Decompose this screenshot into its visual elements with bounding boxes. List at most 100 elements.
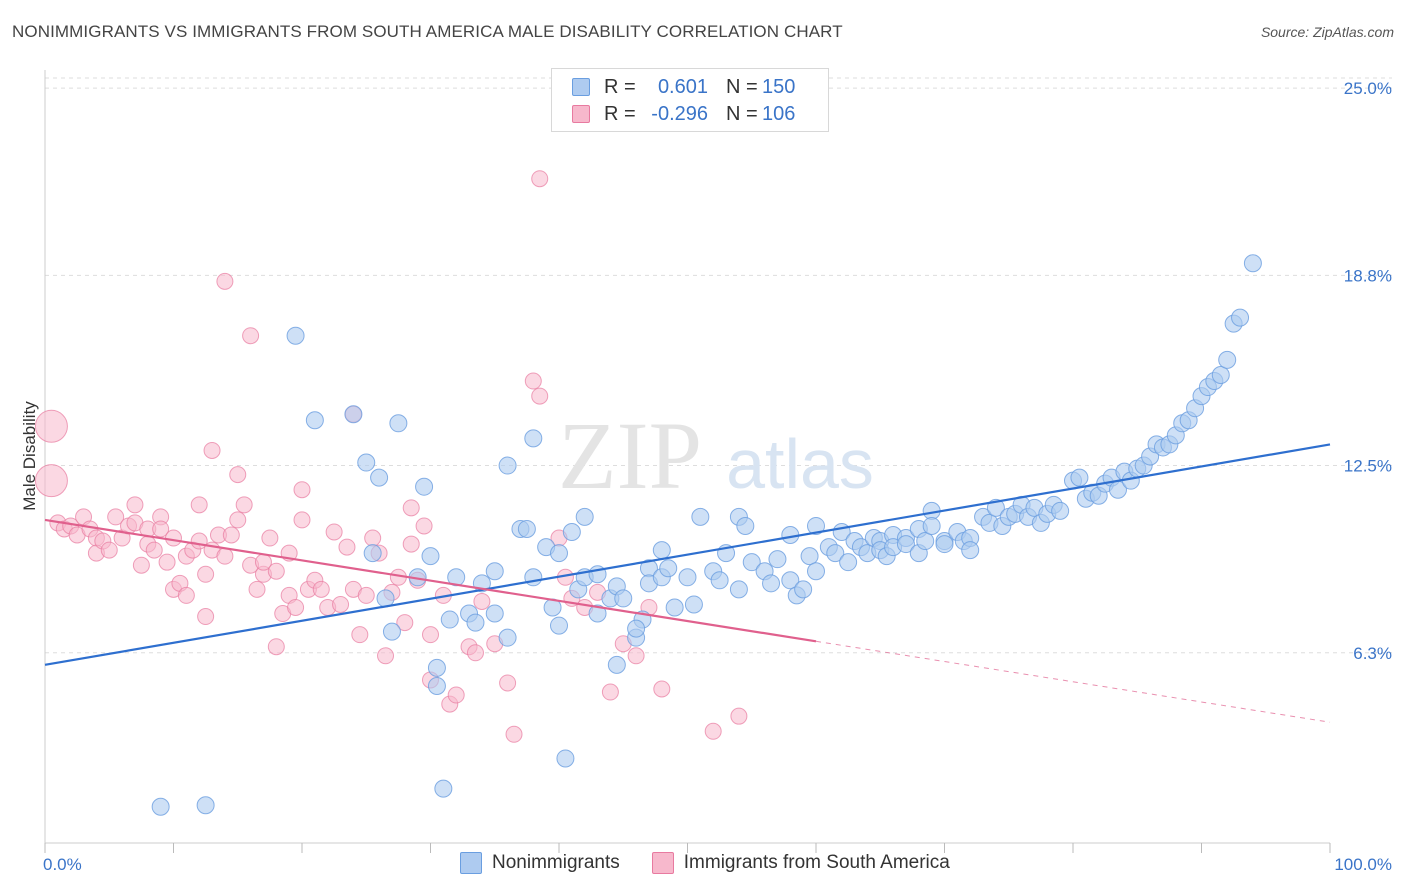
data-point-nonimmigrants [742,553,761,572]
data-point-nonimmigrants [961,541,980,560]
data-point-immigrants [216,272,234,290]
y-tick-label: 18.8% [1344,266,1392,285]
data-point-nonimmigrants [736,516,755,535]
data-point-nonimmigrants [286,326,305,345]
data-point-nonimmigrants [922,516,941,535]
data-point-immigrants [338,538,356,556]
chart-title: NONIMMIGRANTS VS IMMIGRANTS FROM SOUTH A… [12,22,843,41]
legend-n-label: N = [726,102,758,125]
data-point-nonimmigrants [896,535,915,554]
data-point-immigrants [216,547,234,565]
immigrants-points [34,170,748,743]
data-point-immigrants [473,592,491,610]
data-point-nonimmigrants [389,414,408,433]
data-point-immigrants [653,680,671,698]
legend-r-label: R = [604,75,636,98]
data-point-nonimmigrants [498,628,517,647]
data-point-nonimmigrants [550,544,568,563]
data-point-immigrants [267,562,285,580]
data-point-nonimmigrants [517,519,536,538]
data-point-immigrants [357,586,375,604]
data-point-immigrants [325,523,343,541]
data-point-nonimmigrants [447,568,466,587]
watermark-atlas: atlas [726,425,874,503]
data-point-nonimmigrants [485,604,504,623]
trend-line-immigrants-extension [815,640,1331,723]
series-legend: Nonimmigrants Immigrants from South Amer… [460,852,982,874]
x-tick-label: 0.0% [43,855,82,874]
legend-item-nonimmigrants[interactable]: Nonimmigrants [460,852,620,874]
data-point-immigrants [499,674,517,692]
legend-r-value: -0.296 [651,102,708,125]
data-point-nonimmigrants [1070,468,1089,487]
legend-row-nonimmigrants: R = 0.601 N = 150 [572,75,795,99]
legend-swatch-blue [460,852,482,874]
data-point-immigrants [466,644,484,662]
data-point-nonimmigrants [659,559,678,578]
watermark-zip: ZIP [558,402,702,509]
data-point-nonimmigrants [794,580,813,599]
legend-swatch-pink [651,852,674,874]
trend-line-nonimmigrants [44,443,1331,666]
watermark: ZIP atlas [558,402,874,509]
trend-line-immigrants [44,518,817,643]
data-point-nonimmigrants [614,589,633,608]
data-point-immigrants [601,683,619,701]
data-point-nonimmigrants [524,429,543,448]
data-point-nonimmigrants [807,562,825,581]
data-point-nonimmigrants [800,547,819,566]
data-point-immigrants [402,535,420,553]
data-point-nonimmigrants [839,553,858,572]
data-point-nonimmigrants [762,574,781,593]
data-point-nonimmigrants [440,610,459,629]
data-point-immigrants [229,511,247,529]
data-point-immigrants [229,466,247,484]
data-point-nonimmigrants [678,568,697,587]
data-point-immigrants [100,541,118,559]
data-point-immigrants [627,647,645,665]
data-point-immigrants [235,496,253,514]
data-point-nonimmigrants [781,571,800,590]
data-point-immigrants [312,580,330,598]
data-point-nonimmigrants [305,411,324,430]
data-point-nonimmigrants [550,616,568,635]
data-point-immigrants [165,529,182,547]
data-point-nonimmigrants [768,550,787,569]
data-point-nonimmigrants [427,658,446,677]
data-point-immigrants [505,725,523,743]
legend-label: Nonimmigrants [492,852,620,873]
data-point-nonimmigrants [627,619,646,638]
data-point-immigrants [197,608,215,626]
data-point-immigrants [415,517,433,535]
data-point-immigrants [190,496,208,514]
data-point-immigrants [152,520,170,538]
data-point-nonimmigrants [415,477,434,496]
data-point-nonimmigrants [691,507,710,526]
legend-swatch-blue [572,78,590,96]
data-point-immigrants [447,686,465,704]
y-tick-label: 6.3% [1353,644,1392,663]
data-point-immigrants [293,481,311,499]
data-point-nonimmigrants [485,562,504,581]
legend-row-immigrants: R = -0.296 N = 106 [572,102,795,126]
data-point-immigrants [242,327,260,345]
data-point-nonimmigrants [729,580,748,599]
legend-r-label: R = [604,102,636,125]
data-point-nonimmigrants [1231,308,1250,327]
data-point-nonimmigrants [421,547,440,566]
data-point-nonimmigrants [556,749,575,768]
data-point-immigrants [524,372,542,390]
data-point-nonimmigrants [363,544,382,563]
legend-swatch-pink [572,105,590,123]
data-point-immigrants [531,170,549,188]
data-point-nonimmigrants [196,796,215,815]
legend-item-immigrants[interactable]: Immigrants from South America [651,852,950,874]
y-tick-label: 12.5% [1344,457,1392,476]
data-point-immigrants [203,441,221,459]
y-tick-label: 25.0% [1344,79,1392,98]
data-point-immigrants [267,638,285,656]
axes [44,70,1331,853]
data-point-nonimmigrants [498,456,517,475]
data-point-nonimmigrants [524,568,543,587]
